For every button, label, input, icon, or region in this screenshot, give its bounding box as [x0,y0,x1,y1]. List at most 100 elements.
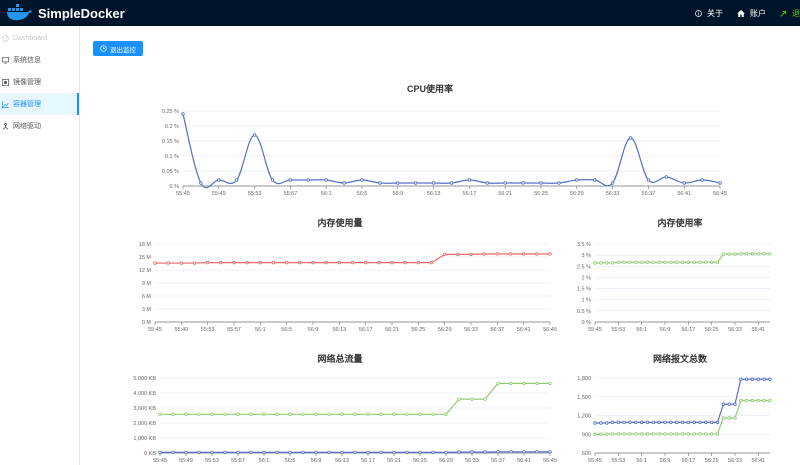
data-point[interactable] [340,412,344,416]
data-point[interactable] [245,260,249,265]
data-point[interactable] [709,420,714,425]
data-point[interactable] [405,412,409,416]
data-point[interactable] [469,252,473,257]
data-point[interactable] [337,260,342,265]
data-point[interactable] [610,420,615,425]
data-point[interactable] [350,260,355,265]
data-point[interactable] [610,181,615,185]
data-point[interactable] [548,450,552,454]
data-point[interactable] [634,260,638,264]
data-point[interactable] [467,178,472,182]
data-point[interactable] [444,450,448,455]
data-point[interactable] [179,261,184,265]
data-point[interactable] [744,398,749,403]
data-point[interactable] [686,260,691,264]
data-point[interactable] [750,252,755,256]
data-point[interactable] [700,178,704,182]
data-point[interactable] [762,398,766,403]
data-point[interactable] [721,402,726,406]
data-point[interactable] [271,260,276,265]
data-point[interactable] [234,178,239,182]
data-point[interactable] [622,260,626,264]
data-point[interactable] [616,420,621,425]
logout-link[interactable]: 退 [780,8,800,19]
data-point[interactable] [262,412,266,416]
data-point[interactable] [457,397,461,401]
data-point[interactable] [645,420,650,425]
data-point[interactable] [217,178,221,182]
data-point[interactable] [171,412,175,416]
data-point[interactable] [236,412,240,416]
data-point[interactable] [405,450,409,455]
data-point[interactable] [733,402,737,406]
data-point[interactable] [270,178,275,182]
data-point[interactable] [593,178,597,182]
data-point[interactable] [327,450,331,455]
data-point[interactable] [704,420,708,425]
data-point[interactable] [171,450,175,455]
data-point[interactable] [663,432,667,436]
data-point[interactable] [236,450,240,455]
data-point[interactable] [557,181,561,185]
data-point[interactable] [535,450,539,454]
data-point[interactable] [575,178,579,182]
data-point[interactable] [363,260,368,265]
logo[interactable]: SimpleDocker [6,3,125,23]
data-point[interactable] [674,260,679,264]
data-point[interactable] [431,450,435,455]
data-point[interactable] [353,412,357,416]
data-point[interactable] [301,450,305,455]
data-point[interactable] [392,450,396,455]
data-point[interactable] [311,260,315,265]
data-point[interactable] [431,181,436,185]
data-point[interactable] [166,261,170,265]
data-point[interactable] [314,412,318,416]
data-point[interactable] [197,450,201,455]
data-point[interactable] [392,412,396,416]
data-point[interactable] [622,432,626,436]
data-point[interactable] [628,420,632,425]
data-point[interactable] [199,181,203,185]
sidebar-item-system-info[interactable]: 系统信息 [0,49,79,71]
data-point[interactable] [651,432,656,436]
data-point[interactable] [275,412,279,416]
data-point[interactable] [762,252,766,256]
data-point[interactable] [232,260,236,265]
data-point[interactable] [262,450,266,455]
data-point[interactable] [314,450,318,455]
account-link[interactable]: 账户 [737,8,766,19]
data-point[interactable] [442,252,447,257]
data-point[interactable] [522,450,526,454]
data-point[interactable] [664,175,668,179]
data-point[interactable] [663,260,667,264]
data-point[interactable] [508,252,513,256]
data-point[interactable] [593,261,597,265]
data-point[interactable] [610,432,615,436]
data-point[interactable] [258,260,263,265]
data-point[interactable] [768,377,772,381]
data-point[interactable] [657,432,661,436]
exit-monitor-button[interactable]: 退出监控 [93,41,143,56]
data-point[interactable] [744,252,749,256]
data-point[interactable] [657,420,661,425]
data-point[interactable] [495,252,500,256]
data-point[interactable] [342,181,346,185]
data-point[interactable] [418,412,422,416]
data-point[interactable] [483,450,487,454]
data-point[interactable] [249,412,253,416]
data-point[interactable] [340,450,344,455]
data-point[interactable] [288,412,292,416]
data-point[interactable] [418,450,422,455]
data-point[interactable] [429,260,434,265]
data-point[interactable] [153,261,157,265]
sidebar-item-image-management[interactable]: 镜像管理 [0,71,79,93]
data-point[interactable] [727,416,731,420]
data-point[interactable] [715,260,720,264]
data-point[interactable] [715,420,720,425]
data-point[interactable] [657,260,661,264]
data-point[interactable] [756,377,761,381]
data-point[interactable] [669,432,673,436]
data-point[interactable] [252,133,257,137]
data-point[interactable] [669,260,673,264]
data-point[interactable] [158,450,162,455]
